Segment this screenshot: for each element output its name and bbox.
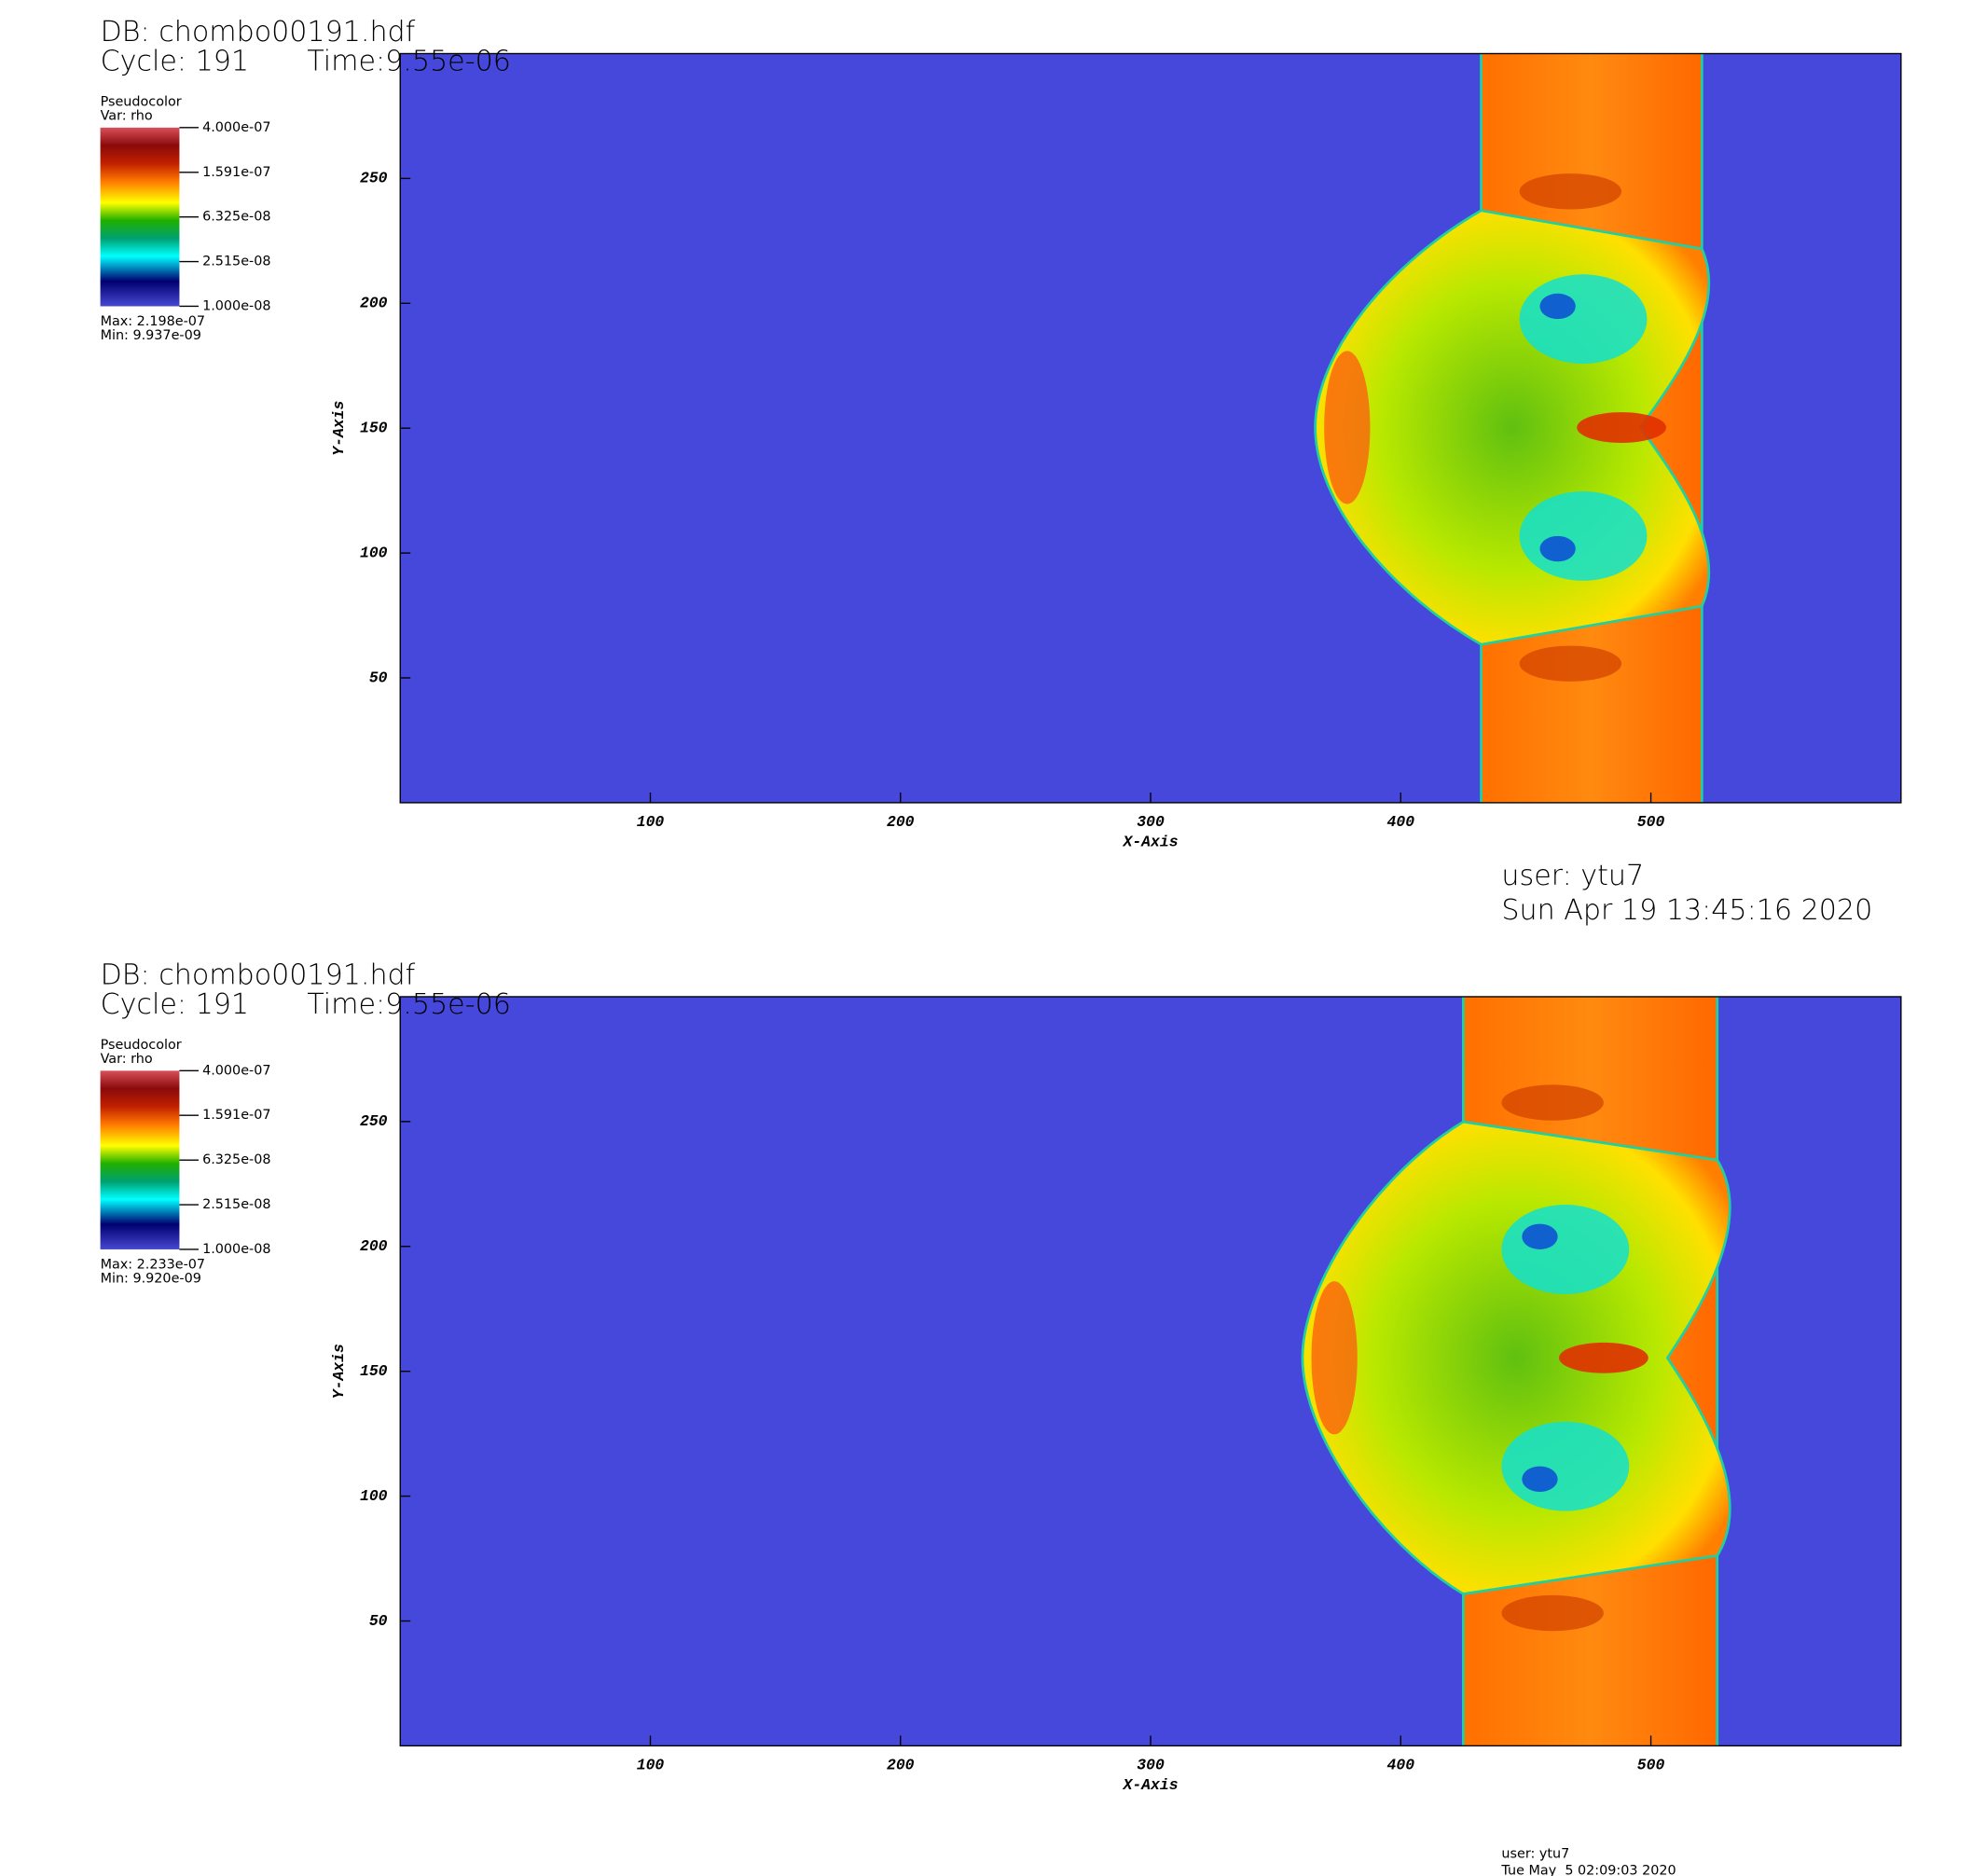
x-tick-label: 300	[1137, 813, 1165, 831]
legend-max: Max: 2.233e-07	[101, 1257, 205, 1272]
y-tick-label: 200	[360, 1237, 388, 1255]
legend-min: Min: 9.937e-09	[101, 328, 201, 343]
y-axis-title: Y-Axis	[330, 1344, 348, 1399]
date-label: Sun Apr 19 13:45:16 2020	[1501, 894, 1872, 927]
colorbar-tick-label: 6.325e-08	[202, 210, 270, 225]
dense-region	[1577, 412, 1666, 443]
user-label: user: ytu7	[1501, 1847, 1569, 1862]
y-tick-label: 250	[360, 170, 388, 187]
colorbar	[100, 127, 180, 307]
dense-region	[1501, 1594, 1604, 1632]
x-tick-label: 300	[1137, 1756, 1165, 1773]
low-density-region	[1501, 1421, 1630, 1511]
legend-max: Max: 2.198e-07	[101, 314, 205, 329]
dense-region	[1519, 173, 1622, 210]
database-label: DB: chombo00191.hdf	[101, 959, 416, 992]
colorbar-tick-label: 1.591e-07	[202, 165, 270, 180]
x-tick-label: 100	[637, 813, 665, 831]
y-tick-label: 150	[360, 420, 388, 437]
low-density-region	[1519, 490, 1648, 581]
dense-region	[1519, 645, 1622, 682]
field	[400, 996, 1901, 1746]
time-label: Time:9.55e-06	[307, 46, 511, 78]
legend-title: Pseudocolor	[101, 1038, 182, 1053]
low-density-region	[1501, 1205, 1630, 1294]
legend-variable: Var: rho	[101, 1052, 153, 1067]
x-axis-title: X-Axis	[1122, 1776, 1178, 1794]
x-axis-title: X-Axis	[1122, 834, 1178, 851]
low-density-region	[1519, 274, 1648, 365]
colorbar	[100, 1070, 180, 1249]
low-density-core	[1522, 1223, 1558, 1249]
x-tick-label: 500	[1637, 1756, 1665, 1773]
y-tick-label: 200	[360, 295, 388, 312]
colorbar-tick-label: 6.325e-08	[202, 1152, 270, 1167]
legend-min: Min: 9.920e-09	[101, 1271, 201, 1286]
field	[400, 53, 1901, 803]
x-tick-label: 200	[887, 1756, 915, 1773]
low-density-core	[1539, 535, 1576, 562]
date-label: Tue May 5 02:09:03 2020	[1500, 1864, 1676, 1876]
colorbar-tick-label: 2.515e-08	[202, 1197, 270, 1212]
y-tick-label: 100	[360, 1487, 388, 1505]
y-tick-label: 250	[360, 1112, 388, 1130]
x-tick-label: 100	[637, 1756, 665, 1773]
y-tick-label: 100	[360, 544, 388, 561]
cycle-label: Cycle: 191	[101, 988, 249, 1021]
colorbar-tick-label: 1.591e-07	[202, 1108, 270, 1123]
dense-region	[1311, 1281, 1358, 1435]
legend-variable: Var: rho	[101, 109, 153, 124]
y-tick-label: 150	[360, 1362, 388, 1380]
x-tick-label: 200	[887, 813, 915, 831]
y-tick-label: 50	[369, 669, 388, 686]
low-density-core	[1522, 1466, 1558, 1493]
legend-title: Pseudocolor	[101, 94, 182, 109]
database-label: DB: chombo00191.hdf	[101, 16, 416, 48]
dense-region	[1324, 351, 1371, 504]
low-density-core	[1539, 293, 1576, 320]
colorbar-tick-label: 1.000e-08	[202, 1242, 270, 1257]
x-tick-label: 500	[1637, 813, 1665, 831]
colorbar-tick-label: 4.000e-07	[202, 120, 270, 135]
x-tick-label: 400	[1387, 1756, 1415, 1773]
colorbar-tick-label: 2.515e-08	[202, 255, 270, 269]
y-axis-title: Y-Axis	[330, 401, 348, 456]
time-label: Time:9.55e-06	[307, 988, 511, 1021]
dense-region	[1559, 1342, 1648, 1373]
user-label: user: ytu7	[1501, 860, 1644, 892]
y-tick-label: 50	[369, 1612, 388, 1630]
dense-region	[1501, 1084, 1604, 1121]
colorbar-tick-label: 4.000e-07	[202, 1063, 270, 1078]
colorbar-tick-label: 1.000e-08	[202, 298, 270, 313]
x-tick-label: 400	[1387, 813, 1415, 831]
cycle-label: Cycle: 191	[101, 46, 249, 78]
